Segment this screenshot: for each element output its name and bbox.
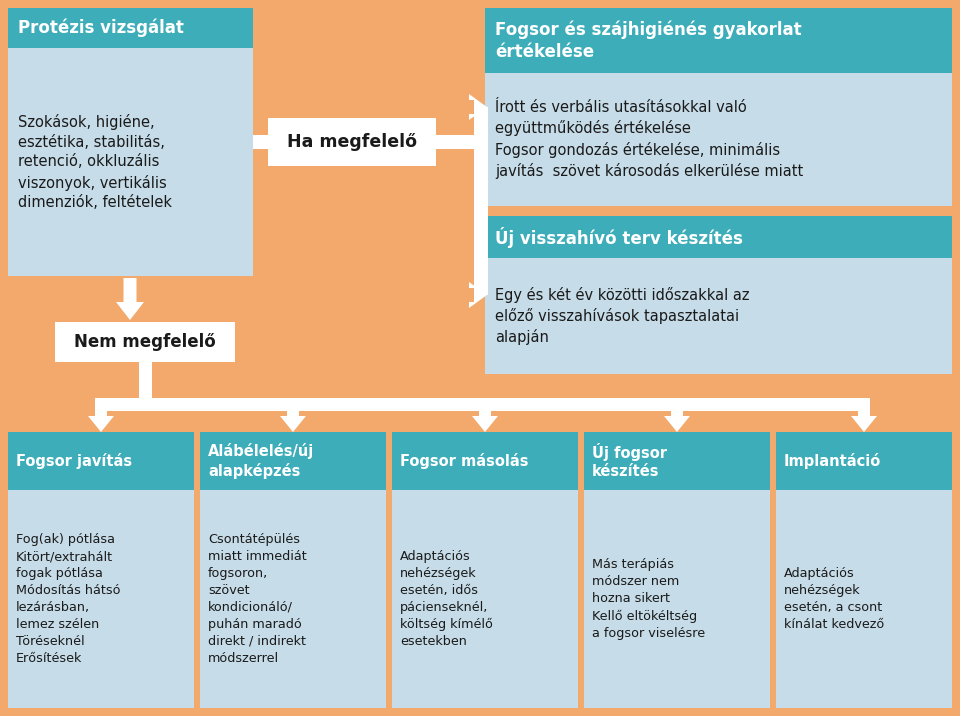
Bar [485, 258, 952, 374]
Bar [139, 362, 152, 404]
Text: Implantáció: Implantáció [784, 453, 881, 469]
Bar [8, 48, 253, 276]
Text: Írott és verbális utasításokkal való
együttműködés értékelése
Fogsor gondozás ér: Írott és verbális utasításokkal való egy… [495, 100, 804, 179]
Text: Alábélelés/új
alapképzés: Alábélelés/új alapképzés [208, 443, 314, 478]
Text: Új visszahívó terv készítés: Új visszahívó terv készítés [495, 226, 743, 248]
Bar [200, 490, 386, 708]
Text: Adaptációs
nehézségek
esetén, a csont
kínálat kedvező: Adaptációs nehézségek esetén, a csont kí… [784, 567, 884, 631]
Bar [200, 432, 386, 490]
Text: Új fogsor
készítés: Új fogsor készítés [592, 443, 667, 479]
Bar [584, 432, 770, 490]
Polygon shape [469, 94, 487, 120]
Polygon shape [469, 282, 487, 308]
Bar [485, 73, 952, 206]
Bar [485, 8, 952, 73]
Text: Nem megfelelő: Nem megfelelő [74, 333, 216, 351]
Bar [436, 135, 481, 149]
Text: Fogsor és szájhigiénés gyakorlat
értékelése: Fogsor és szájhigiénés gyakorlat értékel… [495, 21, 802, 60]
Bar [8, 8, 253, 48]
Text: Egy és két év közötti időszakkal az
előző visszahívások tapasztalatai
alapján: Egy és két év közötti időszakkal az előz… [495, 287, 750, 345]
Text: Adaptációs
nehézségek
esetén, idős
pácienseknél,
költség kímélő
esetekben: Adaptációs nehézségek esetén, idős pácie… [400, 550, 492, 648]
Bar [474, 107, 488, 295]
Text: Fogsor javítás: Fogsor javítás [16, 453, 132, 469]
Bar [434, 135, 488, 149]
Bar [8, 490, 194, 708]
Bar [474, 107, 488, 295]
Text: Fog(ak) pótlása
Kitört/extrahált
fogak pótlása
Módosítás hátsó
lezárásban,
lemez: Fog(ak) pótlása Kitört/extrahált fogak p… [16, 533, 121, 665]
Bar [8, 432, 194, 490]
Text: Protézis vizsgálat: Protézis vizsgálat [18, 19, 184, 37]
Text: Más terápiás
módszer nem
hozna sikert
Kellő eltökéltség
a fogsor viselésre: Más terápiás módszer nem hozna sikert Ke… [592, 558, 706, 639]
Bar [776, 432, 952, 490]
Polygon shape [88, 398, 114, 432]
Polygon shape [472, 398, 498, 432]
Text: Csontátépülés
miatt immediát
fogsoron,
szövet
kondicionáló/
puhán maradó
direkt : Csontátépülés miatt immediát fogsoron, s… [208, 533, 307, 665]
Bar [485, 216, 952, 258]
Bar [55, 322, 235, 362]
Polygon shape [280, 398, 306, 432]
Bar [268, 118, 436, 166]
Polygon shape [664, 398, 690, 432]
Bar [392, 432, 578, 490]
Bar [101, 398, 864, 411]
Polygon shape [851, 398, 877, 432]
Bar [253, 135, 270, 149]
Bar [776, 490, 952, 708]
Bar [584, 490, 770, 708]
Polygon shape [116, 278, 144, 320]
Bar [392, 490, 578, 708]
Text: Ha megfelelő: Ha megfelelő [287, 133, 417, 151]
Text: Szokások, higiéne,
esztétika, stabilitás,
retenció, okkluzális
viszonyok, vertik: Szokások, higiéne, esztétika, stabilitás… [18, 114, 172, 211]
Text: Fogsor másolás: Fogsor másolás [400, 453, 529, 469]
